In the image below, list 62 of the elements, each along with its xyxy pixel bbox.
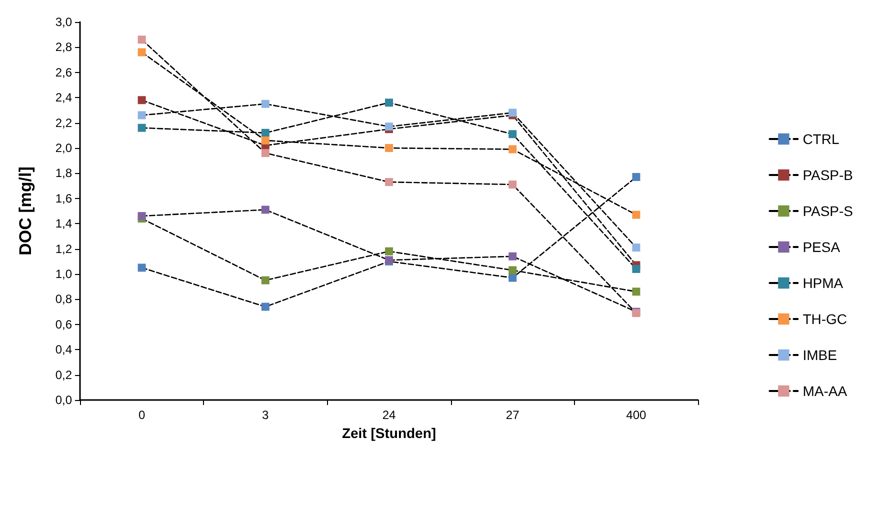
point: [632, 210, 640, 219]
point: [138, 36, 146, 44]
x-tick-label: 3: [262, 408, 270, 422]
y-tick-label: 0,8: [55, 292, 72, 306]
point: [508, 180, 517, 189]
point: [261, 149, 270, 158]
y-tick-label: 1,6: [55, 191, 72, 206]
x-axis-title: Zeit [Stunden]: [342, 424, 436, 441]
legend-label: CTRL: [802, 131, 840, 147]
point: [138, 96, 146, 104]
legend-label: TH-GC: [802, 311, 848, 327]
x-tick-label: 27: [506, 408, 520, 422]
point: [261, 276, 270, 284]
point: [632, 172, 640, 181]
y-tick-label: 1,4: [55, 216, 72, 231]
y-tick-label: 1,0: [55, 267, 72, 281]
point: [385, 122, 393, 131]
y-tick-label: 2,8: [55, 40, 72, 54]
y-tick-label: 1,8: [55, 166, 72, 180]
legend-label: MA-AA: [802, 383, 848, 399]
point: [508, 274, 517, 282]
legend-label: PASP-B: [802, 167, 853, 183]
point: [385, 178, 393, 186]
point: [508, 145, 517, 154]
legend-label: PESA: [802, 239, 841, 255]
point: [632, 264, 640, 273]
y-tick-label: 3,0: [55, 15, 72, 29]
point: [261, 302, 270, 311]
legend-label: HPMA: [802, 275, 844, 291]
y-tick-label: 2,6: [55, 65, 72, 80]
point: [508, 108, 517, 117]
point: [508, 130, 517, 138]
y-tick-label: 0,2: [55, 368, 72, 382]
y-axis-title: DOC [mg/l]: [16, 166, 35, 256]
point: [385, 247, 393, 256]
x-tick-label: 24: [382, 408, 396, 422]
point: [261, 206, 270, 214]
x-tick-label: 400: [626, 408, 647, 422]
point: [385, 144, 393, 152]
y-tick-label: 0,6: [55, 317, 72, 332]
point: [508, 266, 517, 274]
legend-label: IMBE: [802, 347, 837, 363]
y-tick-label: 1,2: [55, 242, 72, 256]
x-tick-label: 0: [138, 408, 146, 422]
point: [261, 100, 270, 108]
y-tick-label: 0,4: [55, 342, 72, 357]
point: [508, 252, 517, 260]
point: [138, 111, 146, 120]
y-tick-label: 2,0: [55, 141, 72, 155]
point: [385, 98, 393, 107]
point: [261, 128, 270, 137]
y-tick-label: 2,2: [55, 116, 72, 130]
point: [632, 288, 640, 296]
point: [138, 264, 146, 272]
point: [138, 48, 146, 56]
point: [138, 212, 146, 220]
point: [138, 124, 146, 132]
y-tick-label: 2,4: [55, 90, 72, 105]
point: [632, 244, 640, 252]
y-tick-label: 0,0: [55, 393, 72, 407]
legend-label: PASP-S: [802, 203, 853, 219]
point: [261, 136, 270, 144]
